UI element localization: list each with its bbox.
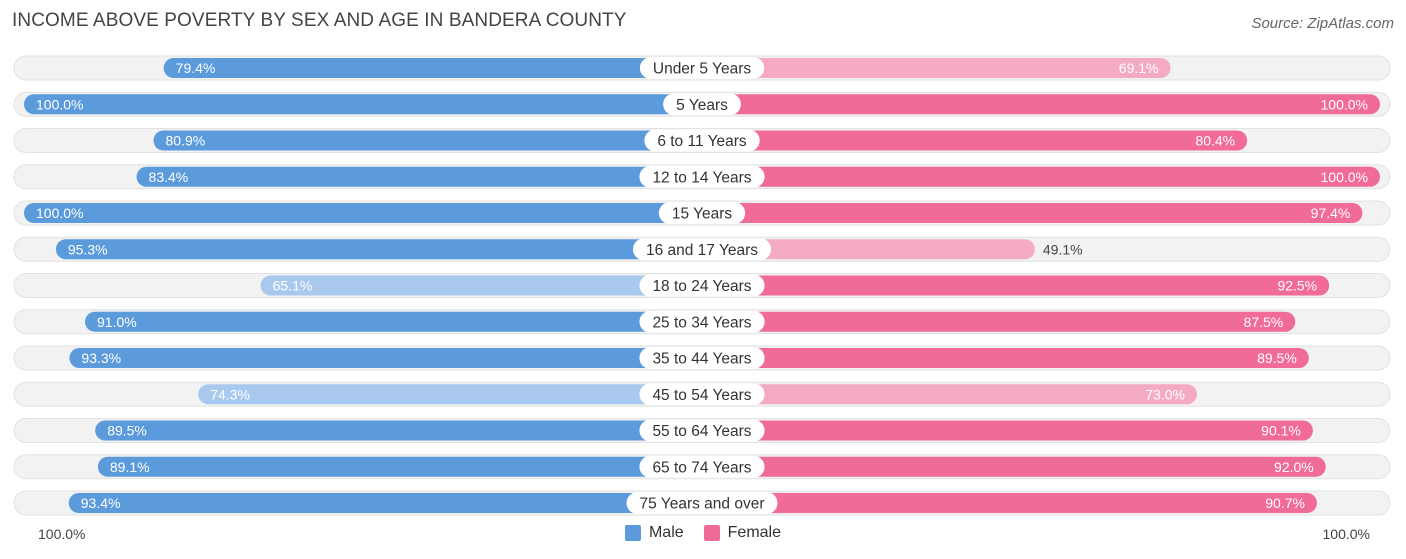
legend-label-female: Female bbox=[727, 524, 782, 541]
bar-male bbox=[97, 456, 703, 477]
category-label: 45 to 54 Years bbox=[652, 387, 751, 404]
value-label-male: 93.3% bbox=[81, 350, 121, 366]
bar-male bbox=[24, 203, 702, 223]
value-label-male: 93.4% bbox=[81, 495, 121, 511]
bar-male bbox=[163, 58, 703, 78]
bar-female bbox=[702, 58, 1171, 78]
bar-male bbox=[55, 239, 702, 260]
bar-female bbox=[702, 275, 1330, 296]
category-pill bbox=[658, 202, 746, 224]
bar-female bbox=[702, 311, 1296, 332]
category-label: Under 5 Years bbox=[653, 61, 751, 78]
category-label: 55 to 64 Years bbox=[652, 423, 751, 440]
category-pill bbox=[639, 455, 765, 478]
category-pill bbox=[639, 274, 765, 297]
bar-male bbox=[95, 420, 702, 441]
axis-left-label: 100.0% bbox=[38, 526, 86, 542]
legend-swatch-female bbox=[703, 525, 720, 541]
category-pill bbox=[639, 383, 765, 406]
value-label-female: 100.0% bbox=[1321, 169, 1368, 185]
category-pill bbox=[632, 238, 772, 261]
bar-female bbox=[702, 456, 1326, 477]
bar-male bbox=[260, 275, 702, 296]
legend-label-male: Male bbox=[648, 524, 684, 541]
value-label-male: 83.4% bbox=[149, 169, 189, 185]
axis-right-label: 100.0% bbox=[1322, 526, 1370, 542]
category-label: 5 Years bbox=[676, 97, 728, 114]
bar-female bbox=[702, 348, 1309, 368]
category-label: 6 to 11 Years bbox=[657, 133, 747, 150]
value-label-male: 65.1% bbox=[273, 278, 313, 294]
value-label-male: 74.3% bbox=[210, 386, 250, 402]
category-label: 16 and 17 Years bbox=[646, 242, 758, 259]
category-label: 15 Years bbox=[672, 206, 733, 223]
value-label-female: 80.4% bbox=[1195, 133, 1235, 149]
bar-female bbox=[702, 384, 1197, 405]
category-pill bbox=[639, 310, 765, 333]
value-label-male: 100.0% bbox=[36, 205, 83, 221]
bar-male bbox=[153, 130, 703, 151]
value-label-male: 89.1% bbox=[110, 459, 150, 475]
value-label-male: 80.9% bbox=[165, 133, 205, 149]
legend: Male Female bbox=[0, 524, 1406, 542]
bar-male bbox=[24, 94, 702, 115]
value-label-female: 92.0% bbox=[1274, 459, 1314, 475]
legend-swatch-male bbox=[624, 525, 641, 541]
category-pill bbox=[644, 129, 760, 152]
bar-male bbox=[85, 311, 702, 332]
source-credit: Source: ZipAtlas.com bbox=[1251, 15, 1394, 32]
bar-female bbox=[702, 166, 1380, 187]
category-label: 18 to 24 Years bbox=[652, 278, 751, 295]
category-label: 12 to 14 Years bbox=[652, 169, 751, 186]
value-label-female: 69.1% bbox=[1119, 60, 1159, 76]
value-label-female: 73.0% bbox=[1145, 386, 1185, 402]
value-label-female: 87.5% bbox=[1244, 314, 1284, 330]
category-label: 25 to 34 Years bbox=[652, 314, 751, 331]
value-label-female: 90.1% bbox=[1261, 423, 1301, 439]
category-pill bbox=[663, 93, 741, 116]
bar-male bbox=[136, 166, 703, 187]
value-label-male: 89.5% bbox=[107, 423, 147, 439]
bar-female bbox=[702, 130, 1248, 151]
value-label-female: 92.5% bbox=[1277, 278, 1317, 294]
value-label-male: 91.0% bbox=[97, 314, 137, 330]
legend-item-female: Female bbox=[703, 524, 782, 542]
value-label-male: 100.0% bbox=[36, 96, 83, 112]
value-label-female: 90.7% bbox=[1265, 495, 1305, 511]
value-label-female: 89.5% bbox=[1257, 350, 1297, 366]
category-pill bbox=[639, 165, 765, 188]
bar-female bbox=[702, 203, 1363, 223]
bar-male bbox=[68, 493, 703, 513]
category-label: 35 to 44 Years bbox=[652, 351, 751, 368]
bar-male bbox=[198, 384, 702, 405]
bar-female bbox=[702, 94, 1380, 115]
category-pill bbox=[639, 347, 765, 369]
value-label-male: 79.4% bbox=[176, 60, 216, 76]
value-label-female: 97.4% bbox=[1311, 205, 1351, 221]
value-label-female: 49.1% bbox=[1043, 241, 1083, 257]
category-pill bbox=[626, 492, 778, 514]
bar-female bbox=[702, 493, 1317, 513]
category-pill bbox=[639, 57, 765, 79]
bar-female bbox=[702, 420, 1313, 441]
value-label-male: 95.3% bbox=[68, 241, 108, 257]
category-pill bbox=[639, 419, 765, 442]
chart-title: INCOME ABOVE POVERTY BY SEX AND AGE IN B… bbox=[12, 10, 627, 31]
category-label: 65 to 74 Years bbox=[652, 459, 751, 476]
value-label-female: 100.0% bbox=[1321, 96, 1368, 112]
bar-male bbox=[69, 348, 702, 368]
legend-item-male: Male bbox=[624, 524, 684, 542]
bar-female bbox=[702, 239, 1035, 260]
category-label: 75 Years and over bbox=[640, 496, 765, 513]
